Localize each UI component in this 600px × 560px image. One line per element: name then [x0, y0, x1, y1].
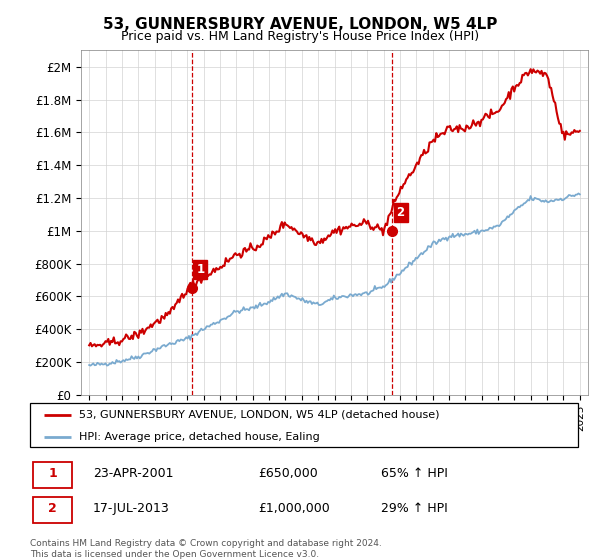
Text: 23-APR-2001: 23-APR-2001: [93, 468, 173, 480]
FancyBboxPatch shape: [33, 461, 72, 488]
FancyBboxPatch shape: [33, 497, 72, 523]
Text: 17-JUL-2013: 17-JUL-2013: [93, 502, 170, 515]
Text: 53, GUNNERSBURY AVENUE, LONDON, W5 4LP (detached house): 53, GUNNERSBURY AVENUE, LONDON, W5 4LP (…: [79, 410, 440, 420]
Text: 53, GUNNERSBURY AVENUE, LONDON, W5 4LP: 53, GUNNERSBURY AVENUE, LONDON, W5 4LP: [103, 17, 497, 32]
FancyBboxPatch shape: [30, 403, 578, 447]
Text: 1: 1: [196, 263, 205, 277]
Text: HPI: Average price, detached house, Ealing: HPI: Average price, detached house, Eali…: [79, 432, 320, 441]
Text: 29% ↑ HPI: 29% ↑ HPI: [382, 502, 448, 515]
Text: 2: 2: [397, 206, 404, 219]
Text: £1,000,000: £1,000,000: [258, 502, 329, 515]
Text: Contains HM Land Registry data © Crown copyright and database right 2024.
This d: Contains HM Land Registry data © Crown c…: [30, 539, 382, 559]
Text: £650,000: £650,000: [258, 468, 317, 480]
Text: 1: 1: [48, 468, 57, 480]
Text: 65% ↑ HPI: 65% ↑ HPI: [382, 468, 448, 480]
Text: Price paid vs. HM Land Registry's House Price Index (HPI): Price paid vs. HM Land Registry's House …: [121, 30, 479, 43]
Text: 2: 2: [48, 502, 57, 515]
